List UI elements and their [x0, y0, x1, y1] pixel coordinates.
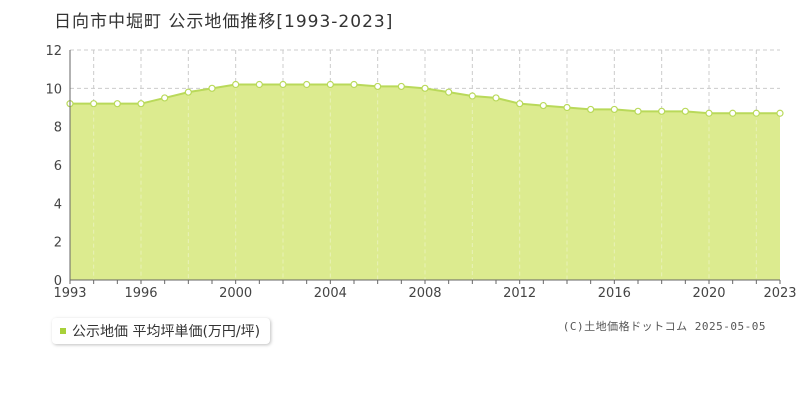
legend-label: 公示地価 平均坪単価(万円/坪) — [72, 324, 261, 340]
x-tick-label: 1996 — [124, 286, 157, 301]
markers — [66, 80, 784, 117]
data-point — [516, 100, 524, 108]
data-point — [374, 82, 382, 91]
legend-swatch — [60, 328, 66, 334]
y-axis-tick-labels: 0 2 4 6 8 10 12 — [45, 44, 62, 289]
y-tick-label: 6 — [54, 159, 62, 174]
copyright-text: (C)土地価格ドットコム 2025-05-05 — [562, 320, 766, 333]
data-point — [208, 84, 216, 92]
data-point — [421, 84, 429, 92]
data-point — [303, 80, 311, 89]
x-tick-label: 2008 — [408, 286, 441, 301]
y-tick-label: 4 — [54, 197, 62, 212]
data-point — [445, 88, 453, 96]
x-tick-label: 2000 — [219, 286, 252, 301]
data-point — [492, 94, 500, 102]
data-point — [397, 82, 405, 91]
y-tick-label: 2 — [54, 236, 62, 251]
data-point — [658, 107, 666, 115]
data-point — [610, 105, 618, 114]
data-point — [279, 80, 287, 89]
legend: 公示地価 平均坪単価(万円/坪) — [52, 318, 271, 344]
data-point — [468, 92, 476, 100]
x-tick-label: 1993 — [53, 286, 86, 301]
x-tick-label: 2012 — [503, 286, 536, 301]
data-point — [255, 80, 263, 89]
data-point — [113, 100, 121, 108]
y-tick-label: 0 — [54, 274, 62, 289]
data-point — [232, 80, 240, 89]
data-point — [184, 88, 192, 96]
data-point — [90, 100, 98, 108]
data-point — [776, 109, 784, 117]
x-tick-label: 2004 — [314, 286, 347, 301]
data-point — [752, 109, 760, 117]
axes — [69, 50, 781, 284]
chart-title: 日向市中堀町 公示地価推移[1993-2023] — [54, 12, 394, 32]
data-point — [681, 107, 689, 115]
data-point — [634, 107, 642, 115]
x-axis-tick-labels: 1993 1996 2000 2004 2008 2012 2016 2020 2023 — [53, 286, 796, 301]
data-point — [587, 105, 595, 114]
data-point — [350, 80, 358, 89]
data-point — [563, 103, 571, 112]
y-tick-label: 10 — [45, 82, 62, 97]
x-tick-label: 2016 — [598, 286, 631, 301]
data-point — [326, 80, 334, 89]
data-point — [539, 101, 547, 110]
data-point — [161, 94, 169, 102]
data-point — [705, 109, 713, 117]
y-tick-label: 12 — [45, 44, 62, 59]
area-fill — [70, 84, 780, 280]
x-tick-label: 2023 — [763, 286, 796, 301]
data-point — [729, 109, 737, 117]
y-tick-label: 8 — [54, 121, 62, 136]
data-point — [137, 100, 145, 108]
x-tick-label: 2020 — [692, 286, 725, 301]
